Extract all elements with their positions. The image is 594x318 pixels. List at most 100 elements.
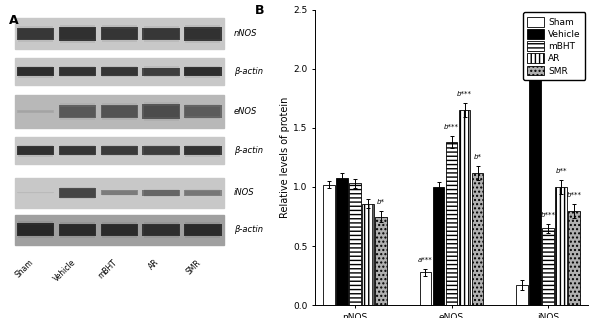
Bar	[59, 188, 96, 197]
Bar	[100, 105, 138, 118]
Bar	[144, 222, 179, 238]
Bar	[14, 137, 224, 164]
Bar	[17, 67, 54, 76]
Bar	[60, 29, 95, 39]
Bar	[143, 147, 179, 155]
Bar	[17, 223, 54, 236]
Bar	[18, 225, 53, 235]
Text: β-actin: β-actin	[234, 146, 263, 155]
Bar	[529, 78, 541, 305]
Bar	[143, 104, 179, 119]
Text: B: B	[255, 3, 264, 17]
Bar	[420, 272, 431, 305]
Bar	[102, 191, 137, 195]
Text: nNOS: nNOS	[234, 30, 257, 38]
Bar	[100, 67, 138, 76]
Bar	[185, 25, 220, 43]
Text: SMR: SMR	[185, 258, 203, 276]
Bar	[143, 224, 179, 236]
Bar	[59, 105, 96, 118]
Bar	[185, 107, 220, 116]
Bar	[100, 224, 138, 236]
Bar	[102, 147, 137, 154]
Text: b***: b***	[444, 124, 459, 130]
Bar	[185, 147, 220, 154]
Bar	[144, 145, 179, 156]
Text: b**: b**	[555, 168, 567, 174]
Bar	[18, 111, 53, 113]
Bar	[59, 27, 96, 41]
Bar	[102, 106, 137, 117]
Bar	[102, 29, 137, 39]
Bar	[59, 224, 96, 236]
Bar	[17, 28, 54, 40]
Bar	[459, 110, 470, 305]
Bar	[184, 67, 222, 76]
Bar	[555, 187, 567, 305]
Bar	[184, 190, 222, 196]
Bar	[144, 147, 179, 154]
Text: Vehicle: Vehicle	[52, 258, 77, 284]
Bar	[18, 29, 53, 39]
Bar	[18, 192, 53, 193]
Bar	[144, 26, 179, 42]
Bar	[185, 68, 220, 75]
Bar	[60, 66, 95, 78]
Bar	[144, 66, 179, 77]
Bar	[60, 187, 95, 199]
Text: a***: a***	[527, 60, 542, 66]
Bar	[18, 147, 53, 154]
Text: b*: b*	[473, 154, 482, 160]
Bar	[60, 147, 95, 154]
Bar	[102, 66, 137, 77]
Bar	[14, 58, 224, 85]
Bar	[17, 146, 54, 155]
Bar	[375, 217, 387, 305]
Bar	[184, 106, 222, 118]
Bar	[446, 142, 457, 305]
Bar	[432, 187, 444, 305]
Bar	[185, 189, 220, 197]
Text: iNOS: iNOS	[234, 188, 254, 197]
Bar	[144, 189, 179, 197]
Bar	[185, 66, 220, 78]
Bar	[516, 285, 528, 305]
Bar	[102, 222, 137, 238]
Bar	[60, 25, 95, 43]
Text: eNOS: eNOS	[234, 107, 257, 116]
Bar	[100, 27, 138, 40]
Bar	[185, 29, 220, 39]
Bar	[336, 177, 347, 305]
Bar	[100, 146, 138, 155]
Bar	[60, 103, 95, 120]
Bar	[144, 68, 179, 75]
Text: b***: b***	[541, 212, 555, 218]
Bar	[18, 110, 53, 113]
Bar	[144, 102, 179, 121]
Bar	[472, 173, 484, 305]
Bar	[17, 192, 54, 193]
Bar	[102, 103, 137, 120]
Bar	[18, 221, 53, 238]
Bar	[60, 68, 95, 75]
Text: A: A	[9, 14, 18, 27]
Bar	[542, 228, 554, 305]
Bar	[18, 68, 53, 75]
Bar	[17, 110, 54, 113]
Bar	[14, 178, 224, 208]
Bar	[14, 95, 224, 128]
Bar	[18, 144, 53, 157]
Bar	[60, 222, 95, 238]
Bar	[14, 18, 224, 50]
Y-axis label: Relative levels of protein: Relative levels of protein	[280, 97, 290, 218]
Bar	[102, 190, 137, 196]
Bar	[60, 145, 95, 156]
Bar	[59, 146, 96, 155]
Text: b*: b*	[377, 199, 385, 205]
Text: mBHT: mBHT	[97, 258, 119, 280]
Bar	[60, 107, 95, 117]
Bar	[185, 222, 220, 238]
Bar	[184, 146, 222, 155]
Bar	[143, 68, 179, 76]
Bar	[100, 190, 138, 195]
